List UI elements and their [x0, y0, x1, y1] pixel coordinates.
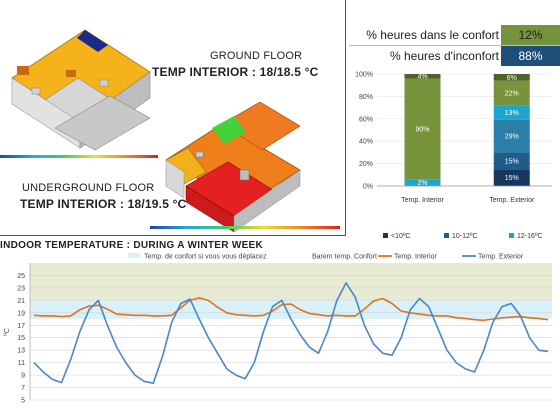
legend-label: Temp. Exterior: [478, 254, 524, 261]
bar-segment: [493, 169, 530, 186]
data-label: 15%: [505, 158, 519, 165]
underground-color-scale: [150, 226, 340, 229]
legend-label: Temp. de confort si vous vous déplacez: [144, 254, 267, 261]
ground-color-scale: [0, 155, 158, 158]
bar-segment: [493, 105, 530, 120]
bar-segment: [493, 152, 530, 170]
data-label: 4%: [417, 74, 427, 81]
underground-floor-title: UNDERGROUND FLOOR: [22, 182, 155, 194]
ground-floor-model: [11, 29, 151, 151]
y-tick-label: 20%: [359, 161, 373, 168]
y-tick-label: 7: [21, 385, 25, 392]
y-tick-label: 80%: [359, 94, 373, 101]
y-tick-label: 11: [18, 360, 25, 367]
y-tick-label: 15: [17, 335, 25, 342]
comfort-value: 12%: [501, 25, 560, 45]
y-tick-label: 40%: [359, 139, 373, 146]
chart-title: INDOOR TEMPERATURE : DURING A WINTER WEE…: [0, 240, 264, 251]
legend-label: <10ºC: [391, 233, 411, 240]
building-panel: GROUND FLOOR TEMP INTERIOR : 18/18.5 °C …: [0, 0, 346, 236]
y-tick-label: 60%: [359, 116, 373, 123]
legend-swatch: [444, 233, 449, 238]
y-tick-label: 13: [17, 348, 25, 355]
y-tick-label: 19: [17, 310, 25, 317]
discomfort-value: 88%: [501, 46, 560, 66]
legend-swatch: [509, 233, 514, 238]
y-tick-label: 100%: [355, 72, 373, 79]
ground-floor-title: GROUND FLOOR: [210, 50, 303, 62]
legend-swatch: [383, 233, 388, 238]
category-label: Temp. Interior: [401, 197, 444, 204]
legend-label: Barem temp. Confort: [312, 254, 377, 261]
legend-swatch: [128, 253, 140, 258]
bar-segment: [404, 74, 441, 79]
underground-floor-temp: TEMP INTERIOR : 18/19.5 °C: [20, 197, 187, 211]
building-illustration: [11, 29, 301, 233]
data-label: 22%: [505, 91, 519, 98]
y-tick-label: 25: [17, 273, 25, 280]
legend-label: 10-12ºC: [452, 233, 478, 240]
y-tick-label: 9: [21, 373, 25, 380]
series-line: [33, 297, 549, 322]
comfort-row: % heures dans le confort 12%: [349, 25, 560, 45]
series-line: [33, 282, 549, 384]
y-axis-label: ºC: [4, 328, 11, 336]
y-tick-label: 23: [17, 285, 25, 292]
comfort-divider: [349, 45, 560, 46]
legend-label: 12-16ºC: [517, 233, 543, 240]
data-label: 29%: [505, 134, 519, 141]
bar-segment: [493, 74, 530, 81]
bar-segment: [404, 78, 441, 180]
bar-segment: [404, 179, 441, 186]
category-label: Temp. Exterior: [489, 197, 535, 204]
data-label: 90%: [415, 126, 429, 133]
comfort-label: % heures dans le confort: [366, 28, 499, 42]
comfort-band: [30, 263, 552, 301]
data-label: 13%: [505, 110, 519, 117]
discomfort-row: % heures d'inconfort 88%: [349, 46, 560, 66]
underground-floor-model: [165, 101, 301, 233]
bar-segment: [493, 119, 530, 153]
stacked-bar-chart: 0% 20% 40% 60% 80% 100% 2% 90% 4% Temp. Interior 1…: [355, 72, 552, 240]
discomfort-label: % heures d'inconfort: [389, 49, 499, 63]
y-tick-label: 0%: [363, 184, 373, 191]
legend-label: Temp. Interior: [394, 254, 437, 261]
data-label: 2%: [417, 180, 427, 187]
data-label: 6%: [507, 75, 517, 82]
bar-segment: [493, 80, 530, 106]
ground-floor-temp: TEMP INTERIOR : 18/18.5 °C: [152, 65, 319, 79]
y-tick-label: 21: [17, 298, 25, 305]
data-label: 15%: [505, 175, 519, 182]
y-tick-label: 5: [21, 398, 25, 405]
temperature-line-chart: 5 7 9 11 13 15 17 19 21 23 25 ºC Temp. de confort si…: [4, 253, 552, 405]
y-tick-label: 17: [17, 323, 25, 330]
